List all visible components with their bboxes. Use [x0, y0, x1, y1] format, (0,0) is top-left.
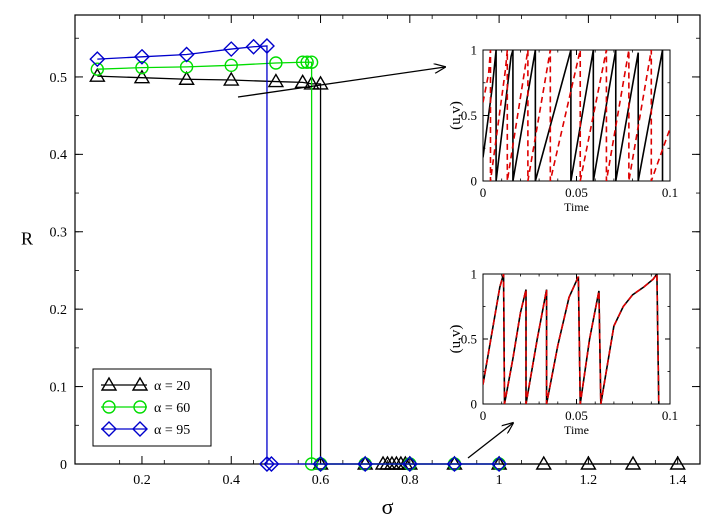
data-point [401, 455, 419, 470]
legend-label: α = 60 [154, 401, 190, 416]
data-point [245, 38, 262, 55]
y-tick-label: 0 [60, 458, 67, 473]
data-point [446, 456, 463, 472]
y-axis-label: R [21, 229, 33, 249]
arrow-to-bottom-inset [467, 423, 513, 459]
legend-swatch-marker [131, 376, 149, 391]
x-tick-label: 1 [496, 473, 503, 488]
x-tick-label: 0.05 [565, 185, 588, 200]
data-point [300, 55, 314, 69]
y-tick-label: 0.2 [50, 303, 68, 318]
y-tick-label: 0.4 [50, 148, 68, 163]
data-point [223, 41, 240, 58]
main-chart: 0.2 0.4 0.6 0.8 1 1.2 1.4 0 0.1 0.2 0.3 0.4 0.5 σ R [21, 14, 701, 519]
series-line-2 [97, 45, 500, 465]
data-point [304, 55, 319, 69]
y-axis-label: (u,v) [448, 101, 464, 130]
legend-swatch-marker [101, 421, 117, 437]
legend-label: α = 20 [154, 379, 190, 394]
x-tick-label: 0.6 [312, 473, 330, 488]
data-point [535, 455, 552, 470]
series-line-1 [483, 50, 670, 181]
data-point [446, 455, 463, 470]
x-tick-label: 1.2 [580, 473, 598, 488]
data-point [267, 73, 285, 88]
y-tick-label: 0 [471, 174, 478, 189]
legend-swatch-marker [102, 400, 116, 414]
annotation-arrows [237, 67, 513, 459]
legend: α = 20 α = 60 α = 95 [92, 368, 212, 447]
x-tick-label: 1.4 [669, 473, 687, 488]
legend-label: α = 95 [154, 423, 190, 438]
data-point [89, 67, 106, 82]
data-point [624, 455, 642, 470]
data-point [90, 62, 105, 76]
data-point [269, 56, 283, 70]
data-point [669, 455, 686, 470]
x-axis-label: Time [564, 423, 589, 437]
x-axis-label: σ [382, 494, 394, 519]
inset-bottom-chart: 0 0.05 0.1 0 0.5 1 Time (u,v) [448, 267, 678, 437]
data-point [491, 456, 508, 472]
series-1 [483, 50, 670, 181]
arrow-to-top-inset [237, 67, 445, 98]
series-line-0 [483, 274, 660, 404]
data-point [178, 46, 195, 63]
y-axis-label: (u,v) [448, 325, 464, 354]
data-point [133, 48, 150, 65]
x-tick-label: 0.1 [662, 408, 678, 423]
legend-swatch-marker [133, 400, 147, 414]
data-point [312, 456, 329, 472]
data-point [294, 73, 311, 89]
series-line-1 [483, 274, 660, 404]
data-point [133, 69, 151, 84]
data-point [89, 51, 106, 68]
x-tick-label: 0.2 [133, 473, 151, 488]
data-point [490, 455, 508, 470]
data-point [135, 60, 149, 75]
data-point [295, 55, 310, 69]
inset-top-chart: 0 0.05 0.1 0 0.5 1 Time (u,v) [448, 43, 678, 214]
series-0 [483, 50, 664, 181]
y-tick-label: 0 [471, 397, 478, 412]
y-tick-label: 0.5 [461, 332, 477, 347]
data-point [263, 456, 280, 472]
x-tick-label: 0.8 [401, 473, 419, 488]
legend-swatch-marker [100, 376, 118, 391]
data-point [258, 456, 275, 472]
x-tick-label: 0.1 [662, 185, 678, 200]
y-tick-label: 0.1 [50, 380, 68, 395]
y-tick-label: 1 [471, 43, 478, 58]
x-axis-label: Time [564, 200, 589, 214]
x-tick-label: 0 [480, 408, 487, 423]
data-point [580, 455, 597, 470]
series-1 [483, 274, 660, 404]
y-tick-label: 0.5 [461, 108, 477, 123]
legend-swatch-marker [132, 421, 148, 437]
y-tick-label: 0.3 [50, 226, 68, 241]
x-tick-label: 0.4 [223, 473, 241, 488]
series-0 [483, 274, 660, 404]
data-point [357, 456, 374, 472]
data-point [224, 58, 238, 73]
y-tick-label: 0.5 [50, 71, 68, 86]
data-point [178, 70, 195, 85]
series-2 [89, 37, 508, 472]
x-tick-label: 0 [480, 185, 487, 200]
data-point [401, 456, 418, 472]
series-line-0 [483, 50, 664, 181]
x-tick-label: 0.05 [565, 408, 588, 423]
data-point [356, 455, 374, 470]
y-tick-label: 1 [471, 267, 478, 282]
data-point [223, 71, 240, 86]
data-point [312, 75, 329, 90]
plot-frame [482, 273, 671, 405]
data-point [258, 37, 275, 54]
